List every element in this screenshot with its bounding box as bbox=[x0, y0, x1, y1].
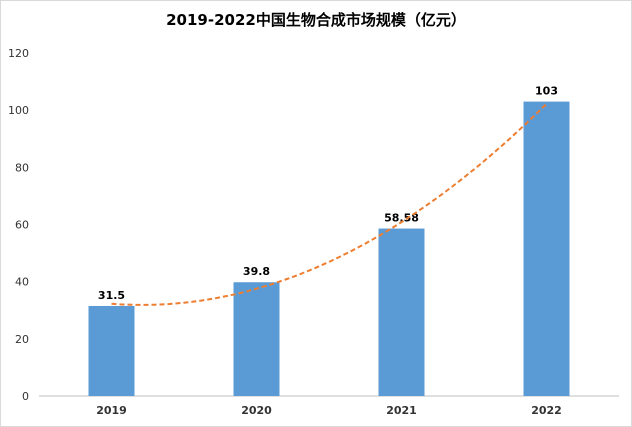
bar-2022 bbox=[523, 101, 570, 396]
bar-2020 bbox=[233, 282, 280, 396]
y-tick-label-6: 120 bbox=[8, 47, 29, 60]
data-label-2022: 103 bbox=[535, 85, 558, 98]
x-tick-label-2022: 2022 bbox=[531, 404, 562, 417]
data-label-2019: 31.5 bbox=[98, 289, 125, 302]
y-tick-label-5: 100 bbox=[8, 104, 29, 117]
y-tick-label-3: 60 bbox=[15, 219, 29, 232]
trendline bbox=[111, 103, 548, 306]
y-tick-label-1: 20 bbox=[15, 333, 29, 346]
data-label-2020: 39.8 bbox=[243, 265, 270, 278]
y-tick-label-4: 80 bbox=[15, 161, 29, 174]
chart-title: 2019-2022中国生物合成市场规模（亿元） bbox=[166, 11, 466, 29]
y-tick-label-2: 40 bbox=[15, 276, 29, 289]
bar-2019 bbox=[88, 305, 135, 396]
y-tick-label-0: 0 bbox=[22, 390, 29, 403]
data-label-2021: 58.58 bbox=[384, 212, 419, 225]
x-tick-label-2019: 2019 bbox=[96, 404, 127, 417]
x-tick-label-2021: 2021 bbox=[386, 404, 417, 417]
x-tick-label-2020: 2020 bbox=[241, 404, 272, 417]
bar-2021 bbox=[378, 228, 425, 396]
